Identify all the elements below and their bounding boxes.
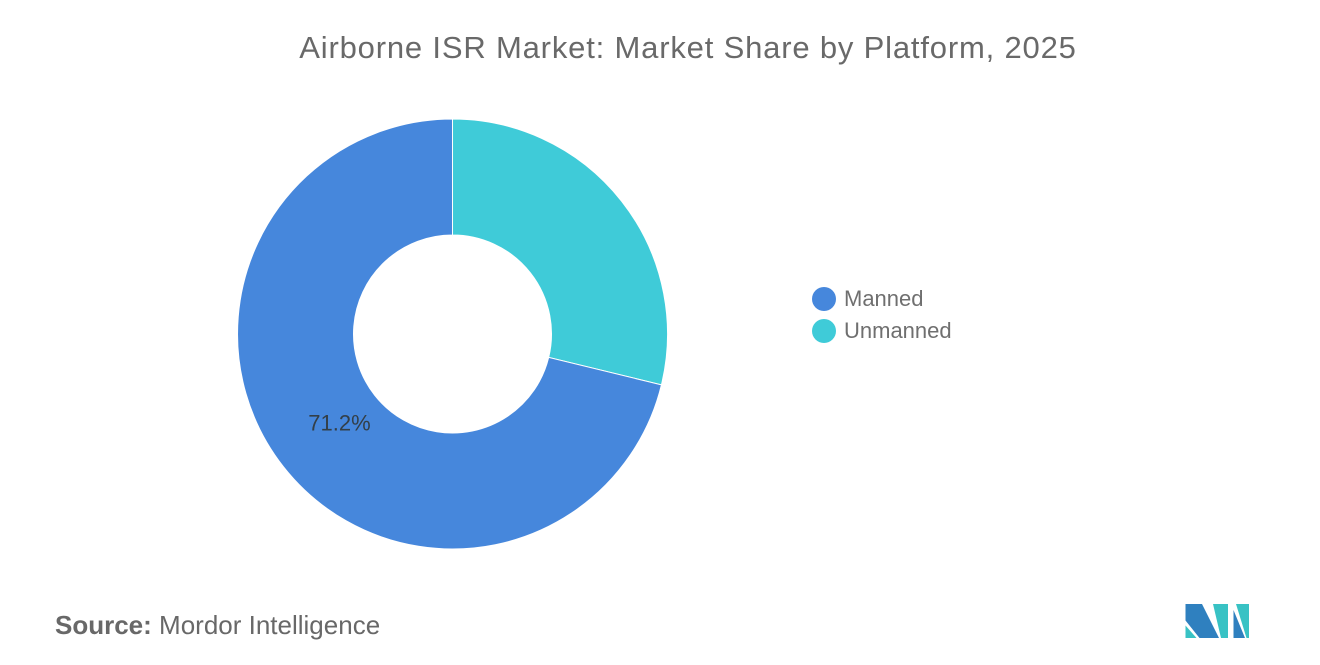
svg-text:71.2%: 71.2% xyxy=(308,411,370,436)
